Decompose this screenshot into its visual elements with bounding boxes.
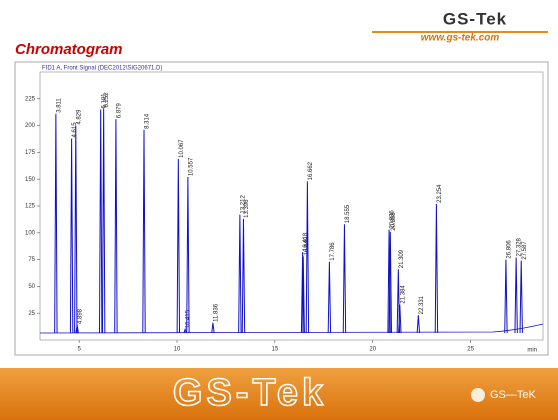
header-logo: GS-Tek	[443, 9, 507, 28]
peak	[114, 119, 118, 334]
peak	[186, 177, 190, 334]
peak	[300, 252, 305, 334]
peak-label: 11.836	[214, 303, 220, 322]
peak	[434, 203, 439, 334]
y-tick-label: 75	[28, 257, 35, 263]
x-tick-label: 20	[369, 347, 376, 353]
peak	[75, 324, 79, 334]
footer-band	[0, 368, 558, 420]
peak	[342, 224, 347, 334]
peak-label: 13.212	[240, 195, 246, 214]
peak	[241, 218, 246, 334]
slide-title: Chromatogram	[15, 41, 123, 58]
peak-label: 16.418	[303, 232, 309, 251]
x-unit: min	[527, 348, 537, 354]
peak	[514, 257, 518, 334]
y-tick-label: 150	[25, 177, 36, 183]
peak	[69, 138, 74, 334]
peak-label: 3.811	[56, 98, 62, 113]
peak	[305, 181, 310, 334]
peak-label: 22.331	[419, 295, 425, 314]
peak-label: 6.101	[101, 93, 107, 109]
peak	[238, 214, 242, 334]
watermark: GS—TeK	[490, 389, 537, 401]
peak	[211, 322, 215, 334]
y-tick-label: 175	[25, 150, 36, 156]
peak-label: 27.328	[517, 237, 523, 256]
watermark-icon	[471, 388, 485, 402]
peak	[74, 125, 78, 334]
peak-label: 13.396	[244, 199, 250, 218]
peak-label: 4.615	[72, 122, 78, 138]
peak-label: 21.309	[399, 249, 405, 268]
y-tick-label: 200	[25, 123, 36, 129]
peak-label: 20.836	[390, 210, 396, 229]
peak	[519, 260, 523, 334]
peak-label: 6.879	[116, 102, 122, 118]
peak	[101, 108, 106, 334]
peak	[398, 304, 402, 334]
peak-label: 16.662	[308, 161, 314, 180]
peak	[504, 259, 508, 334]
y-tick-label: 225	[25, 96, 36, 102]
footer-logo: GS-Tek	[173, 372, 327, 414]
peak-label: 26.806	[507, 240, 513, 259]
chart-panel	[14, 61, 549, 356]
peak-label: 27.587	[522, 241, 528, 260]
peak-label: 10.557	[188, 157, 194, 176]
peak-label: 6.252	[104, 92, 110, 108]
peak	[416, 315, 421, 334]
peak	[183, 327, 187, 334]
x-tick-label: 25	[467, 347, 474, 353]
peak	[54, 113, 58, 334]
chart-subtitle: FID1 A, Front Signal (DEC2012\SIG20671.D…	[42, 66, 162, 72]
x-tick-label: 5	[77, 347, 81, 353]
peak-label: 23.254	[437, 184, 443, 203]
peak-label: 18.555	[345, 204, 351, 223]
peak	[142, 129, 146, 334]
peak	[301, 256, 305, 334]
peak-label: 4.829	[76, 109, 82, 125]
header-url: www.gs-tek.com	[421, 33, 500, 44]
peak-label: 20.898	[391, 212, 397, 231]
y-tick-label: 25	[28, 311, 35, 317]
x-tick-label: 15	[272, 347, 279, 353]
peak-label: 21.384	[400, 285, 406, 304]
x-tick-label: 10	[174, 347, 181, 353]
peak-label: 8.314	[145, 113, 151, 129]
peak-label: 4.898	[78, 308, 84, 324]
y-tick-label: 100	[25, 230, 36, 236]
peak	[98, 109, 103, 334]
y-tick-label: 50	[28, 284, 35, 290]
peak	[176, 158, 181, 334]
y-tick-label: 125	[25, 204, 36, 210]
peak-label: 10.067	[179, 139, 185, 158]
peak	[388, 231, 392, 334]
peak	[327, 261, 332, 334]
peak-label: 17.786	[330, 242, 336, 261]
